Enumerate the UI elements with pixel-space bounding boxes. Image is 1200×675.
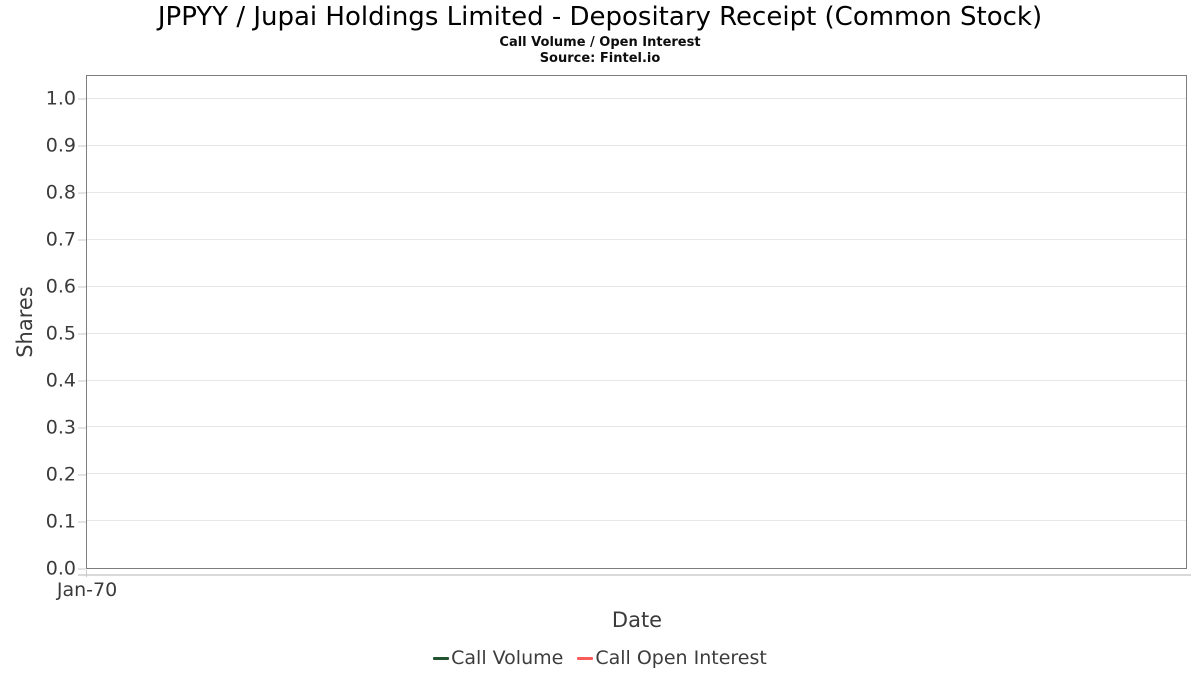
chart-source-note: Source: Fintel.io — [539, 51, 661, 66]
y-tick-mark — [78, 145, 86, 147]
x-tick-label: Jan-70 — [56, 579, 118, 601]
gridline — [87, 239, 1186, 240]
gridline — [87, 332, 1186, 334]
gridline — [87, 426, 1186, 428]
y-tick-mark — [78, 568, 86, 570]
y-tick-mark — [78, 98, 86, 100]
y-tick-label: 0.6 — [45, 275, 76, 298]
y-tick-label: 0.4 — [45, 369, 76, 392]
y-tick-mark — [78, 521, 86, 523]
y-tick-label: 0.5 — [45, 322, 76, 345]
plot-area — [86, 75, 1187, 569]
y-tick-label: 0.2 — [45, 463, 76, 486]
legend: Call Volume Call Open Interest — [0, 647, 1200, 669]
y-tick-mark — [78, 239, 86, 241]
y-tick-mark — [78, 286, 86, 288]
gridline — [87, 285, 1186, 287]
legend-item-call-open-interest[interactable]: Call Open Interest — [577, 647, 767, 669]
y-tick-mark — [78, 192, 86, 194]
chart-title: JPPYY / Jupai Holdings Limited - Deposit… — [157, 2, 1043, 32]
y-tick-label: 0.0 — [45, 557, 76, 580]
y-tick-mark — [78, 333, 86, 335]
y-tick-mark — [78, 380, 86, 382]
y-tick-label: 1.0 — [45, 87, 76, 110]
y-axis-ticks — [0, 75, 86, 570]
gridline — [87, 145, 1186, 147]
gridline — [87, 98, 1186, 100]
chart-subtitle: Call Volume / Open Interest — [499, 35, 701, 50]
legend-line-icon — [433, 656, 450, 660]
y-tick-mark — [78, 427, 86, 429]
gridline — [87, 379, 1186, 381]
x-axis-title: Date — [611, 608, 663, 632]
legend-item-call-volume[interactable]: Call Volume — [433, 647, 563, 669]
x-axis-line — [78, 574, 1191, 576]
y-tick-label: 0.8 — [45, 181, 76, 204]
y-tick-label: 0.1 — [45, 510, 76, 533]
legend-line-icon — [577, 656, 594, 660]
legend-label: Call Volume — [451, 647, 564, 669]
gridline — [87, 520, 1186, 522]
y-tick-label: 0.7 — [45, 228, 76, 251]
gridline — [87, 473, 1186, 475]
y-tick-label: 0.9 — [45, 134, 76, 157]
x-tick-mark — [86, 570, 87, 577]
y-axis-labels: 0.0 0.1 0.2 0.3 0.4 0.5 0.6 0.7 0.8 0.9 1.0 — [0, 75, 76, 578]
gridline — [87, 192, 1186, 194]
legend-label: Call Open Interest — [595, 647, 767, 669]
y-tick-label: 0.3 — [45, 416, 76, 439]
y-tick-mark — [78, 474, 86, 476]
